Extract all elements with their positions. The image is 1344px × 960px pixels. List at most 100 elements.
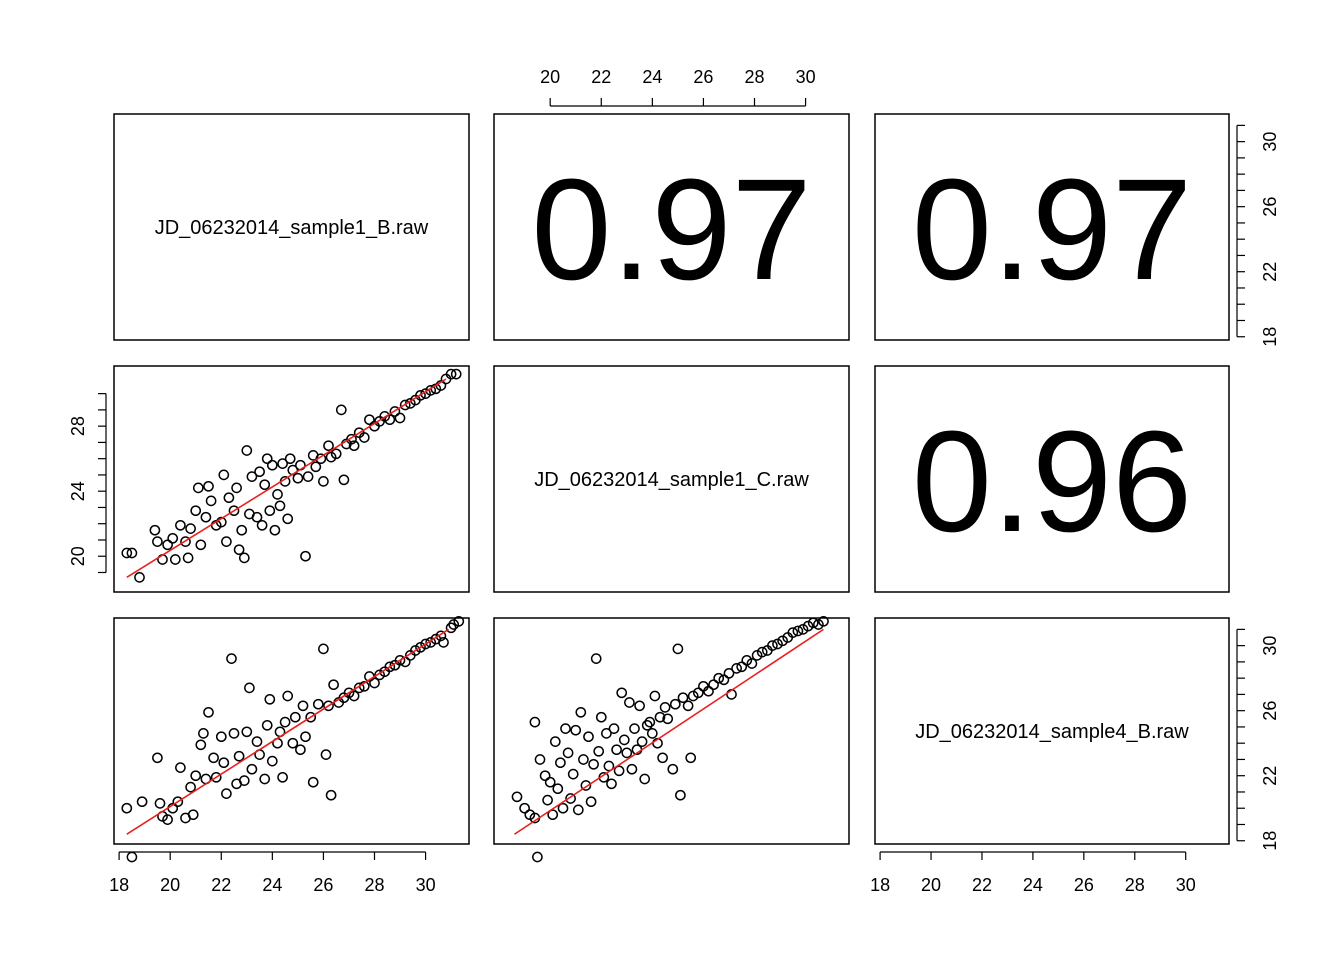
data-point <box>358 432 370 443</box>
data-point <box>608 723 620 734</box>
data-point <box>644 716 656 728</box>
data-point <box>685 752 697 764</box>
diagonal-labels: JD_06232014_sample1_B.raw JD_06232014_sam… <box>155 217 1190 743</box>
data-point <box>588 758 599 770</box>
data-point <box>228 728 240 739</box>
data-point <box>149 524 161 536</box>
data-point <box>348 690 360 702</box>
data-point <box>593 745 605 757</box>
data-point <box>659 702 671 713</box>
data-point <box>221 536 232 547</box>
data-point <box>175 762 186 773</box>
data-point <box>542 794 553 806</box>
data-point <box>425 385 437 396</box>
data-point <box>767 640 778 651</box>
data-point <box>601 728 612 739</box>
data-point <box>200 511 212 523</box>
tick-label: 18 <box>870 875 890 895</box>
data-point <box>675 789 686 801</box>
data-point <box>198 728 209 739</box>
data-point <box>618 734 630 746</box>
data-point <box>238 552 250 564</box>
data-point <box>708 679 719 691</box>
data-point <box>450 368 462 380</box>
data-point <box>394 412 406 424</box>
scatter-panel-r2-c1 <box>121 368 462 583</box>
data-point <box>394 654 406 666</box>
tick-label: 30 <box>1260 132 1280 152</box>
data-point <box>330 448 342 460</box>
data-point <box>208 752 219 764</box>
tick-label: 24 <box>68 481 88 501</box>
data-point <box>636 736 648 747</box>
tick-label: 22 <box>1260 262 1280 282</box>
data-point <box>746 658 758 669</box>
data-point <box>187 809 199 821</box>
data-point <box>323 700 334 712</box>
data-point <box>532 851 543 863</box>
data-point <box>736 661 748 673</box>
data-point <box>295 744 306 756</box>
data-point <box>616 687 628 699</box>
data-point <box>218 757 230 769</box>
data-point <box>241 445 253 456</box>
data-point <box>190 505 202 517</box>
data-point <box>338 474 350 486</box>
data-point <box>677 692 689 704</box>
data-point <box>624 697 635 708</box>
correlation-label: 0.97 <box>912 149 1192 310</box>
scatter-panel-r3-c2 <box>511 615 829 863</box>
data-point <box>445 622 457 634</box>
data-point <box>223 492 235 504</box>
data-point <box>269 524 281 536</box>
tick-label: 18 <box>109 875 129 895</box>
data-point <box>210 771 222 783</box>
tick-label: 28 <box>1125 875 1145 895</box>
data-point <box>639 773 651 785</box>
scatter-panel-r3-c1 <box>121 615 465 863</box>
data-point <box>544 776 556 788</box>
correlation-label: 0.97 <box>531 149 811 310</box>
variable-label: JD_06232014_sample4_B.raw <box>915 721 1189 743</box>
panel-frame-r3-c1 <box>113 617 470 845</box>
data-point <box>284 453 296 465</box>
panel-frame-r3-c2 <box>493 617 850 845</box>
data-point <box>384 414 396 426</box>
data-point <box>634 700 645 712</box>
data-point <box>152 536 163 547</box>
panel-frame-r1-c3 <box>874 113 1230 341</box>
data-point <box>277 458 288 469</box>
data-point <box>669 698 681 710</box>
data-point <box>595 711 607 723</box>
data-point <box>246 471 258 482</box>
data-point <box>246 763 258 775</box>
data-point <box>348 440 360 452</box>
data-point <box>154 798 166 809</box>
data-point <box>233 544 245 556</box>
data-point <box>346 433 357 445</box>
fit-line <box>126 378 447 579</box>
data-point <box>649 690 661 702</box>
data-point <box>557 802 569 814</box>
data-point <box>236 524 248 536</box>
data-point <box>565 793 576 804</box>
panel-frame-r1-c1 <box>113 113 470 341</box>
data-point <box>136 796 148 808</box>
data-point <box>703 685 714 697</box>
tick-label: 30 <box>1260 636 1280 656</box>
data-point <box>312 698 324 710</box>
data-point <box>192 482 204 494</box>
data-point <box>325 789 337 801</box>
data-point <box>529 716 541 728</box>
data-point <box>552 783 564 795</box>
data-point <box>578 754 589 765</box>
data-point <box>126 851 138 863</box>
variable-label: JD_06232014_sample1_B.raw <box>155 217 429 239</box>
tick-label: 22 <box>972 875 992 895</box>
data-point <box>185 523 196 534</box>
data-point <box>318 643 329 655</box>
data-point <box>731 663 742 674</box>
data-point <box>282 513 294 525</box>
data-point <box>575 706 587 718</box>
